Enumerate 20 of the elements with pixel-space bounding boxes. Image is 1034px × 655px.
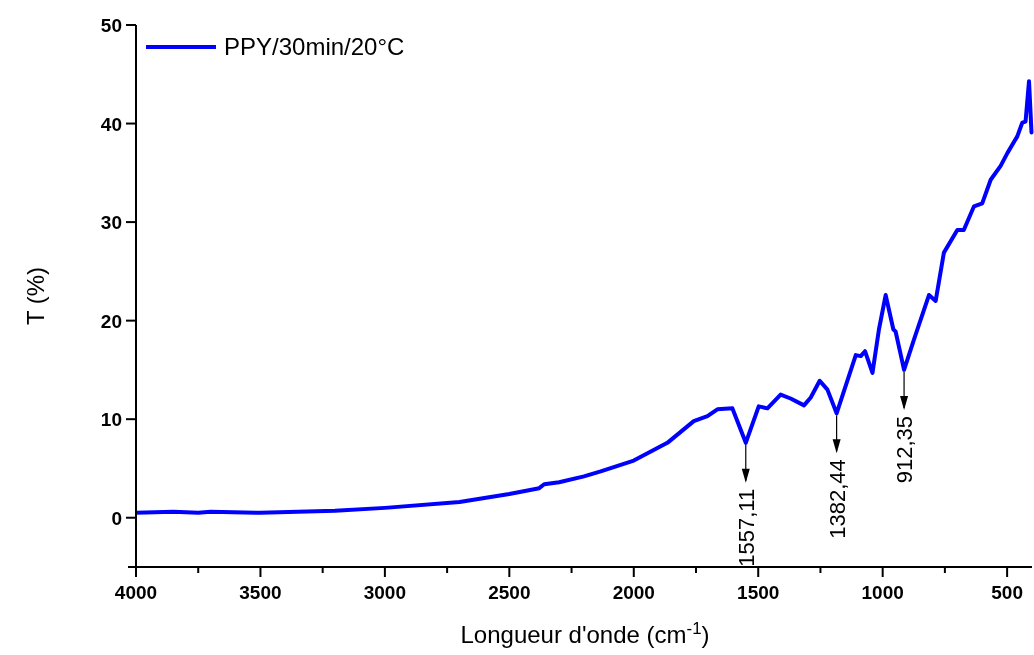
- annotation: 912,35: [892, 415, 918, 484]
- annotation: 1382,44: [824, 459, 850, 539]
- y-tick-label: 10: [100, 409, 122, 431]
- y-tick-label: 50: [100, 15, 122, 36]
- x-tick-label: 1500: [737, 582, 780, 603]
- annotation: 1557,11: [733, 488, 759, 567]
- x-tick-label: 3500: [239, 582, 282, 603]
- x-tick-label: 500: [991, 582, 1023, 603]
- y-tick-label: 20: [100, 310, 122, 332]
- x-tick-label: 2500: [488, 582, 531, 603]
- y-tick-label: 40: [100, 113, 122, 135]
- legend-label: PPY/30min/20°C: [224, 33, 405, 60]
- x-tick-label: 1000: [861, 582, 904, 603]
- y-axis-title: T (%): [22, 266, 49, 326]
- y-tick-label: 0: [111, 507, 122, 529]
- x-tick-label: 2000: [612, 582, 655, 603]
- x-axis-title: Longueur d'onde (cm$^{-1}$): [460, 618, 710, 648]
- y-tick-label: 30: [100, 212, 122, 234]
- x-tick-label: 3000: [363, 582, 407, 603]
- x-tick-label: 4000: [114, 582, 158, 603]
